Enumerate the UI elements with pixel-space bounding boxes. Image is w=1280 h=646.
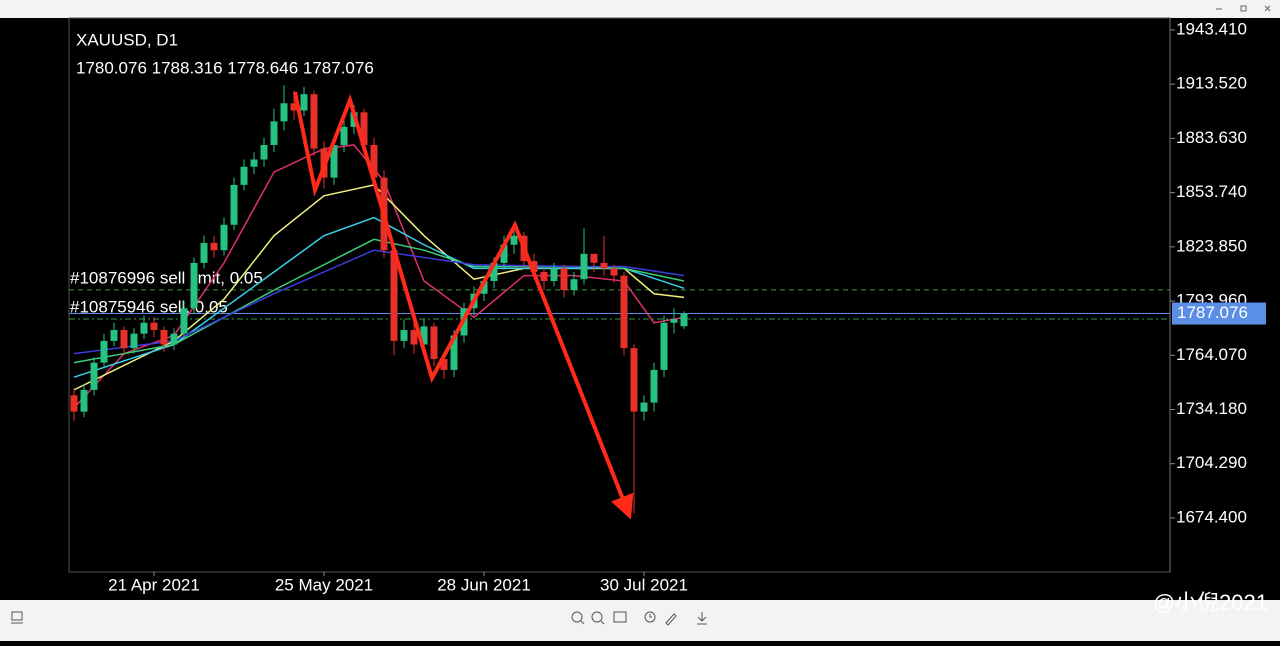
- candle-body: [410, 330, 418, 345]
- candle-body: [560, 268, 568, 291]
- x-tick-label: 28 Jun 2021: [437, 575, 531, 594]
- candle-body: [600, 262, 608, 269]
- candle-body: [590, 253, 598, 263]
- candle-body: [550, 268, 558, 282]
- candle-body: [170, 333, 178, 345]
- candle-body: [310, 94, 318, 149]
- candle-body: [90, 362, 98, 390]
- x-tick-label: 25 May 2021: [275, 575, 373, 594]
- candle-body: [510, 235, 518, 245]
- candle-body: [280, 103, 288, 122]
- candle-body: [650, 369, 658, 403]
- candle-body: [70, 395, 78, 412]
- watermark: @小倪2021: [1153, 590, 1268, 615]
- y-tick-label: 1674.400: [1176, 507, 1247, 526]
- candle-body: [420, 326, 428, 345]
- candle-body: [260, 144, 268, 160]
- y-tick-label: 1943.410: [1176, 19, 1247, 38]
- moving-average: [73, 216, 685, 378]
- candle-body: [300, 94, 308, 111]
- candle-body: [540, 271, 548, 282]
- x-tick-label: 30 Jul 2021: [600, 575, 688, 594]
- candle-body: [360, 112, 368, 145]
- price-box: [1172, 302, 1266, 325]
- candle-body: [580, 253, 588, 280]
- candle-body: [150, 322, 158, 331]
- candle-body: [640, 402, 648, 412]
- y-tick-label: 1883.630: [1176, 128, 1247, 147]
- ohlc: 1780.076 1788.316 1778.646 1787.076: [76, 58, 374, 77]
- candle-body: [130, 333, 138, 349]
- candle-body: [330, 144, 338, 178]
- candle-body: [370, 144, 378, 178]
- y-tick-label: 1764.070: [1176, 345, 1247, 364]
- plot: 1943.410 1913.520 1883.630 1853.740 1823.850…: [69, 19, 1247, 594]
- candle-body: [240, 166, 248, 185]
- candle-body: [80, 389, 88, 412]
- candle-body: [120, 330, 128, 349]
- y-tick-label: 1913.520: [1176, 74, 1247, 93]
- candle-body: [210, 242, 218, 251]
- candle-body: [160, 330, 168, 345]
- candle-body: [100, 340, 108, 363]
- candle-body: [110, 330, 118, 341]
- y-tick-label: 1704.290: [1176, 453, 1247, 472]
- candle-body: [340, 126, 348, 145]
- candle-body: [530, 261, 538, 272]
- candle-body: [500, 244, 508, 263]
- candle-body: [680, 313, 688, 327]
- candle-body: [440, 359, 448, 370]
- candle-body: [140, 322, 148, 334]
- candle-body: [570, 279, 578, 291]
- y-tick-label: 1823.850: [1176, 236, 1247, 255]
- candle-body: [660, 322, 668, 370]
- window-controls[interactable]: [1216, 5, 1271, 12]
- candle-body: [630, 348, 638, 412]
- candle-body: [220, 224, 228, 251]
- candle-body: [250, 159, 258, 167]
- candle-body: [610, 268, 618, 276]
- price-label: 1787.076: [1177, 303, 1248, 322]
- plot-area: [68, 17, 1171, 573]
- order-label: #10875946 sell, 0.05: [70, 297, 228, 316]
- candle-body: [290, 103, 298, 111]
- candle-body: [450, 335, 458, 370]
- toolbar-icons[interactable]: [11, 611, 707, 626]
- candle-body: [670, 319, 678, 323]
- candle-body: [490, 262, 498, 282]
- y-tick-label: 1734.180: [1176, 399, 1247, 418]
- candle-body: [620, 275, 628, 349]
- title-bar: [0, 0, 1280, 18]
- candle-body: [190, 262, 198, 309]
- candle-body: [270, 121, 278, 145]
- order-label: #10876996 sell limit, 0.05: [70, 268, 263, 287]
- zigzag-annotation: [293, 91, 634, 520]
- candle-body: [230, 184, 238, 225]
- candle-body: [390, 250, 398, 341]
- x-tick-label: 21 Apr 2021: [108, 575, 200, 594]
- y-tick-label: 1853.740: [1176, 182, 1247, 201]
- toolbar: [0, 600, 1280, 641]
- candle-body: [200, 242, 208, 263]
- candle-body: [480, 281, 488, 294]
- candle-body: [180, 308, 188, 334]
- symbol: XAUUSD, D1: [76, 30, 178, 49]
- candle-body: [400, 330, 408, 341]
- moving-average: [73, 249, 685, 355]
- candle-body: [430, 326, 438, 360]
